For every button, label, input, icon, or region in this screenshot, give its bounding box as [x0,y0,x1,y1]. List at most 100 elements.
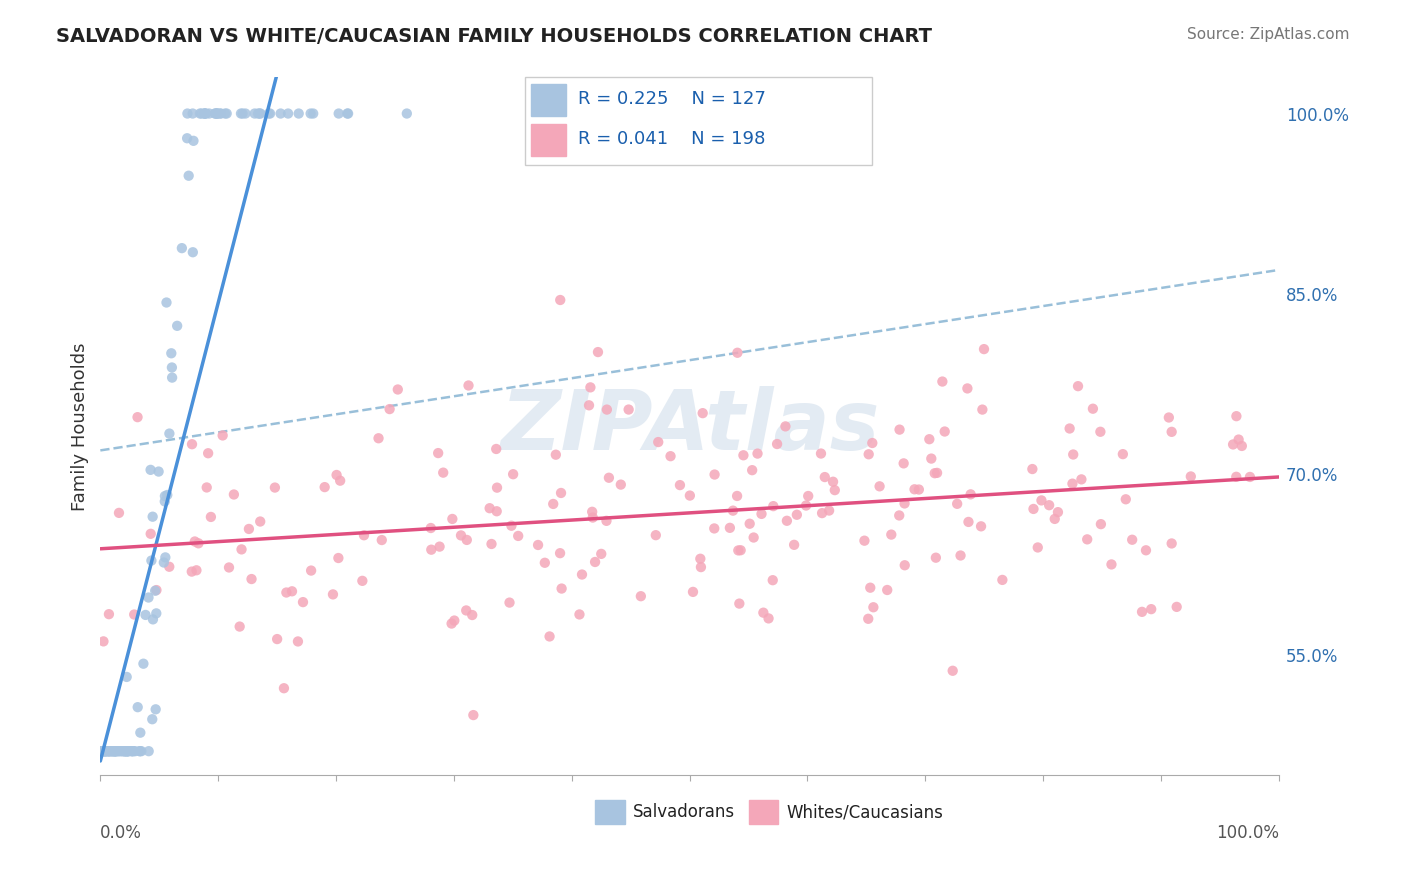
Point [166,318,188,333]
Point [441,512,464,526]
Point [153,489,176,503]
Point [139,526,162,541]
Point [1038,498,1060,512]
Point [598,471,620,485]
Point [122,744,145,758]
Point [630,589,652,603]
Point [108,506,131,520]
Text: Salvadorans: Salvadorans [633,803,735,822]
Point [725,489,748,503]
Point [1225,470,1247,484]
Point [208,106,231,120]
Point [197,446,219,460]
Point [889,508,911,523]
Point [121,744,143,758]
Point [205,106,228,120]
Point [97,744,120,758]
Point [456,533,478,547]
Point [595,514,617,528]
Point [1067,379,1090,393]
Point [1090,517,1112,532]
Point [721,503,744,517]
Point [121,744,143,758]
Point [498,596,520,610]
Point [139,463,162,477]
Point [876,582,898,597]
Point [893,558,915,573]
Point [115,744,138,758]
Point [352,574,374,588]
Point [94,744,117,758]
Point [949,549,972,563]
Point [128,744,150,758]
Point [461,608,484,623]
Point [1081,401,1104,416]
Point [956,381,979,395]
Point [107,744,129,758]
Point [758,611,780,625]
Point [231,542,253,557]
Point [859,581,882,595]
Point [93,744,115,758]
Point [193,106,215,120]
Bar [595,799,624,824]
Point [131,744,153,758]
Point [204,106,226,120]
Point [98,744,121,758]
Point [299,564,322,578]
Point [132,657,155,671]
Point [481,537,503,551]
Point [302,106,325,120]
Point [578,398,600,412]
Point [1059,421,1081,435]
Point [478,501,501,516]
Point [273,681,295,696]
Point [457,378,479,392]
Point [581,505,603,519]
Point [249,106,271,120]
Point [257,106,280,120]
Point [1026,541,1049,555]
Point [550,486,572,500]
Point [972,402,994,417]
Point [776,514,799,528]
Point [762,573,785,587]
Point [579,380,602,394]
Point [925,466,948,480]
Point [194,106,217,120]
Point [1239,470,1261,484]
Point [104,744,127,758]
Text: R = 0.041    N = 198: R = 0.041 N = 198 [578,130,765,148]
Point [214,106,236,120]
Point [918,432,941,446]
Point [238,522,260,536]
Point [112,744,135,758]
Point [104,744,127,758]
Point [443,614,465,628]
Point [432,466,454,480]
Point [786,508,808,522]
Point [98,744,121,758]
Point [176,106,198,120]
Text: ZIPAtlas: ZIPAtlas [501,386,879,467]
Point [129,725,152,739]
Point [1115,492,1137,507]
Point [328,106,350,120]
Point [187,536,209,550]
Point [122,607,145,622]
Text: SALVADORAN VS WHITE/CAUCASIAN FAMILY HOUSEHOLDS CORRELATION CHART: SALVADORAN VS WHITE/CAUCASIAN FAMILY HOU… [56,27,932,45]
Point [183,134,205,148]
Point [124,744,146,758]
Point [783,538,806,552]
Point [1166,599,1188,614]
Point [115,670,138,684]
Point [322,587,344,601]
Point [814,470,837,484]
Point [371,533,394,547]
Point [287,106,309,120]
Point [91,744,114,758]
Point [733,448,755,462]
Point [277,106,299,120]
Point [591,547,613,561]
Text: 100.0%: 100.0% [1216,824,1279,842]
